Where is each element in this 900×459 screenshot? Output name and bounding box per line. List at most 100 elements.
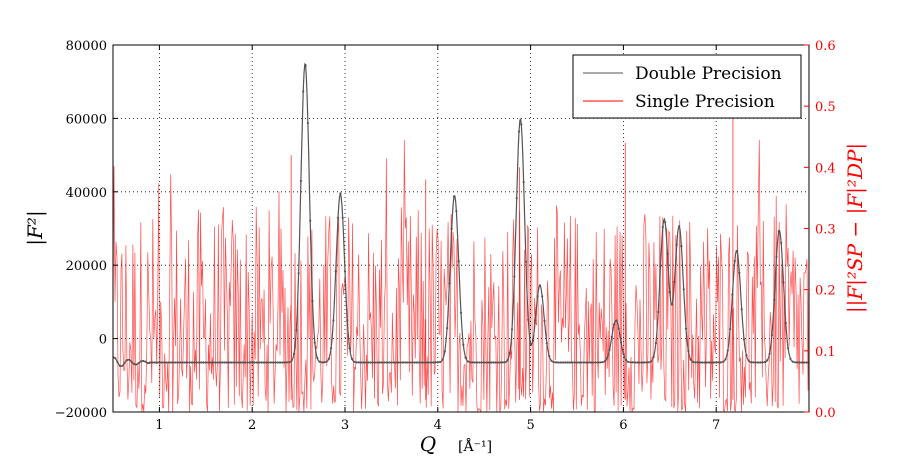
- double-precision-point: [448, 282, 451, 285]
- double-precision-point: [114, 357, 117, 360]
- double-precision-point: [179, 361, 182, 364]
- double-precision-point: [276, 361, 279, 364]
- double-precision-point: [687, 349, 690, 353]
- double-precision-point: [406, 361, 409, 364]
- double-precision-point: [617, 327, 620, 330]
- double-precision-point: [552, 361, 555, 364]
- double-precision-point: [149, 361, 152, 364]
- double-precision-point: [506, 359, 509, 362]
- double-precision-point: [722, 360, 725, 363]
- double-precision-point: [698, 361, 702, 364]
- double-precision-point: [664, 221, 667, 224]
- double-precision-point: [543, 319, 546, 322]
- x-tick-label: 1: [155, 418, 163, 433]
- double-precision-point: [580, 361, 583, 364]
- double-precision-point: [390, 361, 393, 364]
- double-precision-point: [524, 260, 528, 263]
- double-precision-point: [548, 354, 551, 357]
- double-precision-point: [476, 361, 479, 364]
- double-precision-point: [348, 347, 351, 350]
- double-precision-point: [601, 361, 604, 364]
- double-precision-point: [499, 361, 502, 364]
- double-precision-point: [334, 270, 337, 273]
- legend-box: [572, 54, 802, 119]
- double-precision-point: [775, 255, 778, 258]
- double-precision-point: [132, 362, 135, 365]
- double-precision-point: [260, 361, 263, 364]
- double-precision-point: [425, 361, 428, 364]
- double-precision-point: [782, 281, 785, 284]
- y2-tick-label: 0.0: [815, 406, 836, 421]
- y-tick-label: 80000: [66, 39, 107, 54]
- double-precision-point: [587, 361, 590, 364]
- double-precision-point: [369, 361, 372, 364]
- double-precision-point: [756, 361, 760, 364]
- double-precision-point: [341, 216, 344, 219]
- double-precision-point: [374, 361, 377, 364]
- double-precision-point: [661, 225, 664, 229]
- double-precision-point: [135, 363, 138, 366]
- double-precision-point: [278, 361, 282, 364]
- double-precision-point: [780, 241, 783, 244]
- double-precision-point: [167, 361, 170, 364]
- double-precision-point: [128, 358, 131, 361]
- double-precision-point: [290, 359, 293, 362]
- double-precision-point: [636, 361, 639, 364]
- double-precision-point: [622, 352, 625, 355]
- y2-tick-label: 0.5: [815, 100, 836, 115]
- y2-axis-label: ||F|²SP − |F|²DP|: [843, 143, 868, 313]
- double-precision-point: [267, 361, 270, 364]
- double-precision-point: [281, 361, 284, 364]
- double-precision-point: [355, 361, 358, 364]
- double-precision-point: [299, 179, 302, 183]
- double-precision-point: [473, 361, 476, 364]
- double-precision-point: [216, 361, 219, 364]
- double-precision-point: [487, 361, 490, 364]
- double-precision-point: [220, 361, 224, 364]
- double-precision-point: [585, 361, 588, 364]
- double-precision-point: [608, 348, 611, 351]
- double-precision-point: [483, 361, 486, 364]
- x-axis-unit: [Å⁻¹]: [458, 437, 492, 455]
- double-precision-point: [399, 361, 402, 364]
- double-precision-point: [434, 361, 437, 364]
- double-precision-point: [589, 361, 593, 364]
- double-precision-point: [768, 352, 771, 355]
- double-precision-point: [274, 361, 277, 364]
- double-precision-point: [629, 361, 632, 364]
- legend-label-single: Single Precision: [635, 92, 775, 112]
- double-precision-point: [116, 361, 119, 364]
- double-precision-point: [633, 361, 637, 364]
- double-precision-point: [615, 319, 618, 322]
- double-precision-point: [701, 361, 704, 364]
- double-precision-point: [272, 361, 275, 364]
- double-precision-point: [555, 361, 558, 364]
- double-precision-point: [304, 64, 307, 67]
- double-precision-point: [362, 361, 365, 364]
- double-precision-point: [239, 361, 242, 364]
- double-precision-point: [545, 342, 548, 345]
- double-precision-point: [156, 361, 159, 364]
- double-precision-point: [689, 358, 692, 361]
- double-precision-point: [789, 357, 792, 360]
- double-precision-point: [255, 361, 258, 364]
- x-axis-label: Q: [420, 432, 436, 456]
- double-precision-point: [770, 334, 774, 337]
- double-precision-point: [401, 361, 405, 364]
- double-precision-point: [654, 342, 658, 345]
- y-axis-ticks: −20000 0 20000 40000 60000 80000: [55, 39, 118, 421]
- double-precision-point: [309, 219, 312, 222]
- double-precision-point: [571, 361, 574, 364]
- double-precision-point: [626, 360, 630, 363]
- double-precision-point: [684, 327, 688, 330]
- double-precision-point: [592, 361, 595, 364]
- double-precision-point: [501, 361, 504, 364]
- double-precision-point: [510, 328, 514, 331]
- double-precision-point: [230, 361, 233, 364]
- double-precision-point: [731, 293, 734, 296]
- y2-axis-ticks: 0.0 0.1 0.2 0.3 0.4 0.5 0.6: [804, 39, 836, 421]
- double-precision-point: [439, 360, 442, 364]
- double-precision-point: [388, 361, 391, 364]
- double-precision-point: [316, 356, 319, 359]
- double-precision-point: [520, 123, 523, 126]
